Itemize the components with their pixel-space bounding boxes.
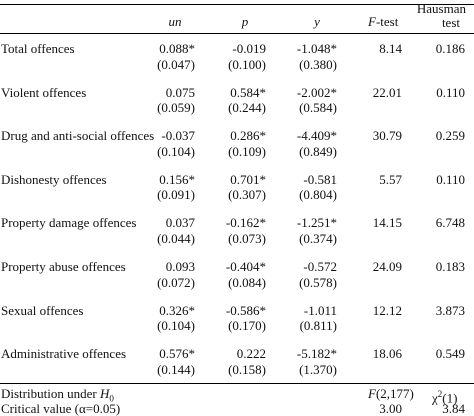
coef-y: -1.048* [296,41,337,56]
se-y: (1.370) [299,361,337,377]
critical-value-hausman: 3.84 [442,401,465,416]
coef-un: 0.037 [165,215,195,231]
row-label: Violent offences [1,84,87,100]
ftest-value: 22.01 [372,84,402,100]
coef-y: -0.572 [303,259,337,274]
se-p: (0.170) [228,318,266,334]
row-label: Sexual offences [1,302,84,318]
coef-y: -1.011 [303,302,337,318]
coef-y: -2.002* [296,84,337,100]
row-label: Total offences [1,41,75,56]
row-label: Drug and anti-social offences [1,128,155,144]
coef-un: 0.576* [159,346,195,362]
coef-y: -4.409* [296,128,337,144]
se-p: (0.073) [228,230,266,246]
se-y: (0.804) [299,187,337,203]
distribution-ftest: F(2,177) [368,387,414,401]
ftest-suffix: -test [375,14,399,29]
ftest-value: 12.12 [372,302,402,318]
hausman-value: 6.748 [435,215,465,231]
chi-symbol: χ [432,390,438,406]
se-un: (0.091) [157,187,195,203]
h-subscript: 0 [109,393,114,404]
se-y: (0.849) [299,143,337,159]
se-un: (0.047) [157,56,195,72]
se-un: (0.059) [157,100,195,116]
se-p: (0.307) [228,187,266,203]
dist-f-letter: F [368,386,376,401]
se-p: (0.244) [228,100,266,116]
header-rule [0,33,474,34]
se-un: (0.144) [157,361,195,377]
se-p: (0.100) [228,56,266,72]
distribution-hausman: χ2(1) [432,387,457,405]
se-y: (0.578) [299,274,337,290]
coef-y: -5.182* [296,346,337,362]
col-header-p: p [241,14,249,29]
se-un: (0.072) [157,274,195,290]
col-header-hausman-line2: test [441,15,460,30]
coef-p: -0.586* [225,302,266,318]
dist-f-args: (2,177) [375,386,414,401]
coef-un: 0.093 [165,259,195,274]
coef-p: 0.584* [230,84,266,100]
coef-p: -0.404* [225,259,266,274]
coef-un: 0.326* [159,302,195,318]
se-y: (0.380) [299,56,337,72]
se-un: (0.104) [157,143,195,159]
se-p: (0.084) [228,274,266,290]
coef-y: -1.251* [296,215,337,231]
chi-superscript: 2 [437,389,443,399]
distribution-label-text: Distribution under [1,386,100,401]
ftest-value: 5.57 [379,171,402,187]
coef-un: -0.037 [161,128,195,144]
hausman-value: 0.186 [435,41,465,56]
coef-un: 0.075 [165,84,195,100]
coef-p: 0.286* [230,128,266,144]
col-header-un: un [168,14,182,29]
se-un: (0.104) [157,318,195,334]
chi-df: (1) [442,390,458,406]
ftest-value: 30.79 [372,128,402,144]
distribution-label: Distribution under H0 [1,387,114,406]
coef-p: 0.222 [236,346,266,362]
bottom-rule [0,383,474,384]
ftest-f-letter: F [368,14,376,29]
h-symbol: H [99,386,110,401]
hausman-value: 3.873 [435,302,465,318]
row-label: Property abuse offences [1,259,126,274]
col-header-y: y [314,14,320,29]
se-y: (0.811) [299,318,337,334]
hausman-value: 0.183 [435,259,465,274]
hausman-value: 0.110 [436,84,465,100]
row-label: Administrative offences [1,346,127,362]
row-label: Property damage offences [1,215,137,231]
se-un: (0.044) [157,230,195,246]
hausman-value: 0.259 [435,128,465,144]
coef-y: -0.581 [303,171,337,187]
ftest-value: 24.09 [372,259,402,274]
hausman-value: 0.110 [436,171,465,187]
ftest-value: 14.15 [372,215,402,231]
ftest-value: 8.14 [379,41,402,56]
coef-un: 0.088* [159,41,195,56]
se-y: (0.374) [299,230,337,246]
coef-un: 0.156* [159,171,195,187]
ftest-value: 18.06 [372,346,402,362]
col-header-ftest: F-test [368,15,398,29]
se-p: (0.158) [228,361,266,377]
col-header-hausman-line1: Hausman [416,1,466,16]
critical-value-label: Critical value (α=0.05) [1,401,121,416]
se-p: (0.109) [228,143,266,159]
coef-p: -0.162* [225,215,266,231]
se-y: (0.584) [299,100,337,116]
coef-p: -0.019 [232,41,266,56]
coef-p: 0.701* [230,171,266,187]
row-label: Dishonesty offences [1,171,107,187]
critical-value-ftest: 3.00 [379,401,402,416]
hausman-value: 0.549 [435,346,465,362]
top-rule [0,4,474,5]
